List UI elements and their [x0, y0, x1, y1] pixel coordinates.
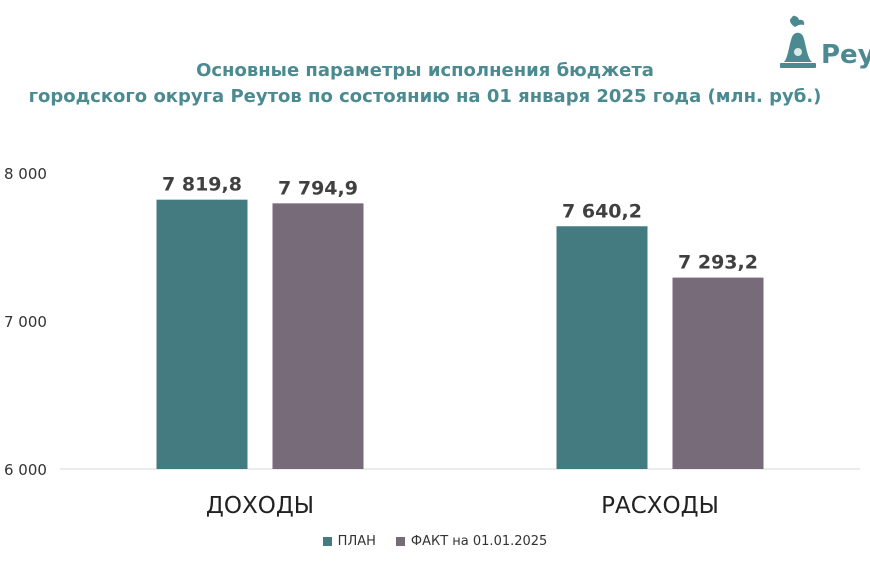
- logo-text: Реу: [821, 40, 870, 70]
- chart-title-line-2: городского округа Реутов по состоянию на…: [28, 86, 822, 107]
- legend-label-plan: ПЛАН: [337, 534, 376, 549]
- bar-fact-0: [272, 203, 364, 469]
- y-tick-label: 6 000: [4, 461, 47, 479]
- legend-item-plan: ПЛАН: [322, 534, 376, 549]
- x-category-label: РАСХОДЫ: [601, 493, 719, 519]
- data-label: 7 640,2: [562, 200, 642, 222]
- legend-swatch-plan: [322, 537, 332, 546]
- bar-plan-0: [156, 199, 248, 469]
- bell-with-dove-icon: [780, 15, 816, 68]
- bar-fact-1: [672, 277, 764, 469]
- x-category-label: ДОХОДЫ: [206, 493, 314, 519]
- legend-label-fact: ФАКТ на 01.01.2025: [410, 534, 548, 549]
- legend: ПЛАН ФАКТ на 01.01.2025: [0, 534, 870, 549]
- chart-title: Основные параметры исполнения бюджета го…: [0, 58, 850, 110]
- legend-swatch-fact: [395, 537, 405, 546]
- data-label: 7 819,8: [162, 174, 242, 196]
- y-tick-label: 7 000: [4, 313, 47, 331]
- data-label: 7 794,9: [278, 177, 358, 199]
- y-tick-label: 8 000: [4, 165, 47, 183]
- data-label: 7 293,2: [678, 252, 758, 274]
- legend-item-fact: ФАКТ на 01.01.2025: [395, 534, 548, 549]
- bar-plan-1: [556, 226, 648, 469]
- chart-title-line-1: Основные параметры исполнения бюджета: [196, 60, 654, 81]
